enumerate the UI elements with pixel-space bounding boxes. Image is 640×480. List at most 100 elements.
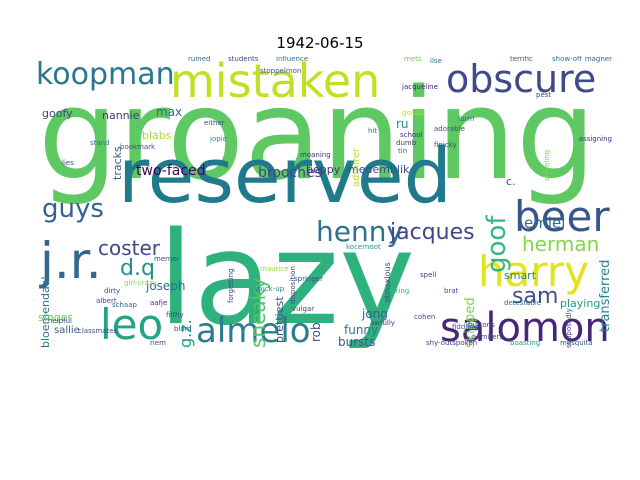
word-girl-crazy: girl-crazy: [124, 279, 157, 287]
word-jacques: jacques: [390, 220, 475, 245]
word-adorable: adorable: [434, 125, 465, 133]
word-forgetting: forgetting: [227, 268, 235, 303]
word-stand: stand: [90, 139, 110, 147]
word-max: max: [156, 105, 183, 119]
word-jr: j.r.: [40, 232, 102, 290]
word-springer: springer: [294, 275, 323, 283]
word-finicky: finicky: [434, 141, 457, 149]
word-reserved: reserved: [118, 131, 452, 220]
word-obscure: obscure: [446, 57, 597, 101]
word-pest: pest: [536, 91, 552, 99]
cloud-title: 1942-06-15: [276, 34, 364, 52]
word-blabs: blabs: [142, 129, 172, 142]
word-blom: blom: [174, 325, 192, 333]
word-mistaken: mistaken: [170, 56, 381, 108]
word-magner: magner: [584, 56, 612, 63]
word-stoppelmon: stoppelmon: [260, 67, 302, 75]
word-obnoxious: obnoxious: [383, 262, 392, 303]
word-beppy: beppy: [306, 163, 341, 176]
word-tin: tin: [398, 147, 408, 155]
word-cloud: groaning lazy reserved mistaken obscure …: [28, 56, 612, 348]
word-spell: spell: [420, 271, 437, 279]
word-guys: guys: [42, 194, 104, 224]
word-terrific: terrific: [510, 56, 533, 63]
word-cohen: cohen: [414, 313, 436, 321]
word-salomon: salomon: [440, 305, 610, 348]
word-students: students: [228, 56, 259, 63]
word-transferred: transferred: [598, 259, 612, 332]
word-harry: harry: [478, 247, 590, 296]
word-show-off: show-off: [552, 56, 582, 63]
word-ilse: ilse: [430, 57, 442, 65]
word-c: c.: [506, 175, 516, 188]
word-buttons: buttons: [468, 321, 495, 329]
word-mesquita: mesquita: [560, 339, 593, 347]
word-emiel: emiel: [524, 214, 566, 232]
word-two-faced: two-faced: [136, 163, 206, 179]
word-henny: henny: [316, 215, 404, 248]
word-admirer: admirer: [351, 147, 362, 187]
word-admirers: admirers: [472, 333, 504, 341]
word-herman: herman: [522, 232, 600, 256]
word-merner: merner: [154, 255, 180, 263]
word-goof: goof: [482, 215, 512, 273]
word-school: school: [400, 131, 423, 139]
word-either: either: [204, 119, 225, 127]
word-singer: singer: [38, 311, 73, 324]
word-almelo: almelo: [196, 311, 311, 348]
word-helpful: helpful: [48, 317, 72, 325]
word-vulgar: vulgar: [292, 305, 315, 313]
word-assigning: assigning: [578, 135, 612, 143]
word-rob: rob: [309, 322, 323, 342]
word-playing: playing: [560, 297, 601, 310]
word-stuck-up: stuck-up: [254, 285, 285, 293]
word-sam: sam: [512, 284, 559, 309]
word-detestable: detestable: [504, 299, 542, 307]
word-shy-outspoken: shy-outspoken: [426, 339, 478, 347]
word-jong: jong: [362, 307, 388, 321]
word-brat: brat: [444, 287, 459, 295]
word-disposition: disposition: [289, 266, 297, 304]
word-lies: lies: [62, 159, 74, 167]
word-influence: influence: [276, 56, 309, 63]
word-goofy: goofy: [42, 107, 73, 120]
word-hit: hit: [368, 127, 378, 135]
word-smart: smart: [504, 269, 537, 282]
word-schaap: schaap: [112, 301, 137, 309]
word-riem: riem: [150, 339, 166, 347]
word-koopman: koopman: [36, 57, 175, 92]
word-jacqueline: jacqueline: [402, 83, 438, 91]
word-filthy: filthy: [166, 311, 184, 319]
word-sniveling: sniveling: [543, 149, 551, 181]
word-supposedly: supposedly: [565, 308, 573, 348]
word-boasting: boasting: [510, 339, 541, 347]
word-gz: g.z.: [176, 319, 195, 348]
word-sallie: sallie: [54, 325, 80, 336]
word-fiddling: fiddling: [452, 323, 479, 331]
word-classmates: classmates: [78, 327, 118, 335]
word-bookmark: bookmark: [120, 143, 156, 151]
word-gossip: gossip: [402, 109, 425, 117]
word-moaning: moaning: [300, 151, 331, 159]
word-prettiest: prettiest: [273, 296, 286, 343]
word-groaning: groaning: [38, 61, 597, 208]
word-kocernoot: kocernoot: [346, 243, 381, 251]
word-jopie: jopie: [210, 135, 227, 143]
word-herring: herring: [384, 287, 410, 295]
word-aafje: aafje: [150, 299, 168, 307]
word-bursts: bursts: [338, 335, 376, 348]
word-dq: d.q: [120, 256, 155, 281]
word-brooches: brooches: [258, 165, 322, 181]
word-nannie: nannie: [102, 109, 140, 122]
word-albert: albert: [96, 297, 117, 305]
word-dirty: dirty: [104, 287, 121, 295]
word-dumb: dumb: [396, 139, 417, 147]
word-leo: leo: [100, 300, 164, 348]
word-awfully: awfully: [370, 319, 395, 327]
word-beer: beer: [514, 192, 610, 241]
word-farm: farm: [458, 115, 475, 123]
word-lazy: lazy: [158, 205, 415, 348]
word-tracks: tracks: [111, 146, 124, 180]
word-joseph: joseph: [146, 279, 186, 293]
word-ru: ru: [396, 117, 409, 131]
